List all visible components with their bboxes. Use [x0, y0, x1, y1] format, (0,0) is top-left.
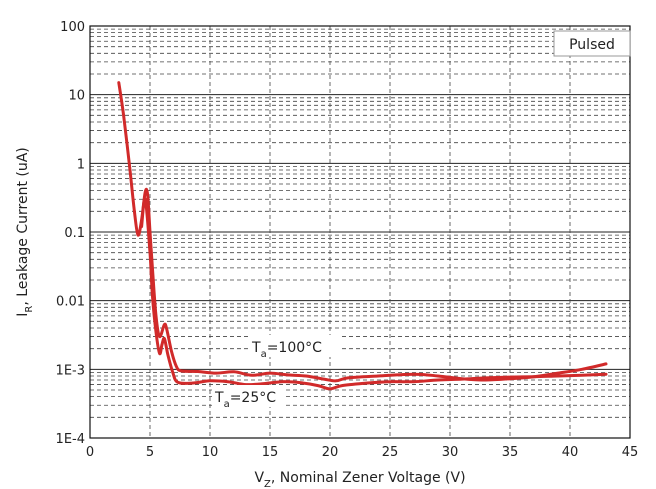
- x-axis-title-rest: , Nominal Zener Voltage (V): [271, 470, 466, 486]
- annotation-25c-sub: a: [224, 399, 230, 410]
- x-axis-title-sub: Z: [264, 479, 271, 489]
- annotation-100c-rest: =100°C: [267, 340, 322, 356]
- y-axis-title: IR, Leakage Current (uA): [15, 147, 35, 317]
- x-tick-label: 0: [86, 445, 94, 460]
- series-annotation-100c: Ta=100°C: [248, 335, 340, 360]
- y-axis-title-sub: R: [24, 306, 35, 313]
- x-tick-label: 45: [622, 445, 639, 460]
- y-tick-label: 0.1: [64, 226, 85, 241]
- x-axis-title: VZ, Nominal Zener Voltage (V): [254, 470, 465, 489]
- x-tick-label: 40: [562, 445, 579, 460]
- annotation-100c-sub: a: [261, 349, 267, 360]
- x-tick-label: 5: [146, 445, 154, 460]
- y-axis-title-main: I: [15, 313, 31, 317]
- x-tick-label: 30: [442, 445, 459, 460]
- x-tick-label: 25: [382, 445, 399, 460]
- annotation-25c-main: T: [214, 390, 224, 406]
- annotation-100c-main: T: [251, 340, 261, 356]
- x-tick-label: 20: [322, 445, 339, 460]
- grid: [90, 26, 630, 438]
- y-tick-label: 0.01: [56, 295, 85, 310]
- y-tick-label: 100: [60, 20, 85, 35]
- x-axis-title-main: V: [254, 470, 264, 486]
- y-tick-label: 1E-4: [56, 432, 85, 447]
- tick-labels: 0 5 10 15 20 25 30 35 40 45 1E-4 1E-3 0.01 0.1 1 10 100: [56, 20, 639, 460]
- legend-text: Pulsed: [569, 37, 615, 53]
- annotation-100c-text: Ta=100°C: [251, 340, 322, 360]
- x-tick-label: 10: [202, 445, 219, 460]
- y-axis-title-rest: , Leakage Current (uA): [15, 147, 31, 305]
- series-layer: [117, 81, 608, 391]
- legend: Pulsed: [553, 30, 631, 57]
- y-tick-label: 10: [68, 89, 85, 104]
- x-tick-label: 35: [502, 445, 519, 460]
- annotation-25c-text: Ta=25°C: [214, 390, 276, 410]
- legend-box: [553, 30, 631, 57]
- y-tick-label: 1E-3: [56, 363, 85, 378]
- plot-frame: [89, 25, 631, 439]
- annotation-25c-rest: =25°C: [230, 390, 277, 406]
- series-line-25c: [140, 197, 608, 391]
- series-annotation-25c: Ta=25°C: [212, 385, 286, 410]
- y-tick-label: 1: [77, 157, 85, 172]
- x-tick-label: 15: [262, 445, 279, 460]
